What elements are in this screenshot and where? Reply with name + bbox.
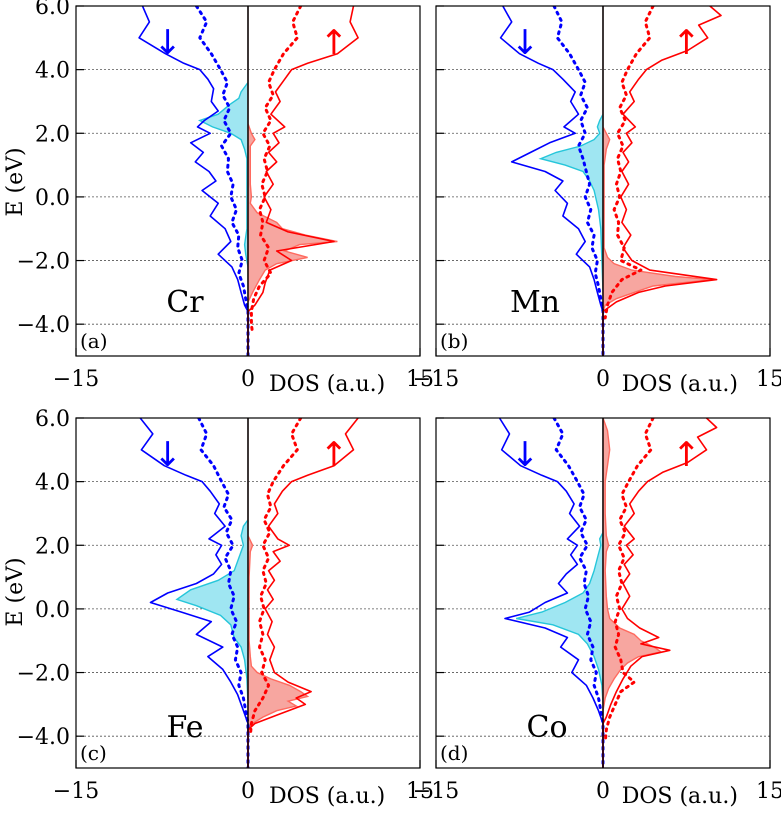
y-tick-label: 4.0 <box>35 471 70 496</box>
series-host-down <box>552 6 605 356</box>
plot-area <box>138 6 359 356</box>
element-label: Fe <box>167 710 204 745</box>
ylabel-bottom: E (eV) <box>3 557 28 626</box>
series-dopant-down <box>516 418 604 768</box>
series-total-up <box>602 6 722 356</box>
spin-down-arrow: ↓ <box>153 23 182 63</box>
x-tick-label: 15 <box>756 779 781 804</box>
x-tick-label: −15 <box>53 779 99 804</box>
element-label: Mn <box>510 285 560 320</box>
series-host-down <box>194 6 250 356</box>
y-tick-label: −4.0 <box>17 313 70 338</box>
x-tick-label: 0 <box>241 367 255 392</box>
y-tick-label: 6.0 <box>35 407 70 432</box>
y-tick-label: 4.0 <box>35 59 70 84</box>
element-label: Cr <box>166 285 204 320</box>
plot-area <box>499 6 722 356</box>
series-total-up <box>247 418 359 768</box>
panel-label: (a) <box>80 329 108 353</box>
spin-down-arrow: ↓ <box>511 23 540 63</box>
x-axis-title: DOS (a.u.) <box>269 784 385 809</box>
spin-up-arrow: ↑ <box>320 435 349 475</box>
y-tick-label: −4.0 <box>17 725 70 750</box>
series-dopant-down <box>175 418 249 768</box>
series-total-down <box>138 6 249 356</box>
x-tick-label: 15 <box>406 367 434 392</box>
y-tick-label: 2.0 <box>35 122 70 147</box>
x-tick-label: −15 <box>53 367 99 392</box>
x-axis-title: DOS (a.u.) <box>622 784 738 809</box>
panel-label: (b) <box>440 329 468 353</box>
panel-label: (d) <box>440 741 468 765</box>
series-dopant-up <box>247 418 310 768</box>
spin-up-arrow: ↑ <box>672 435 701 475</box>
x-tick-label: 15 <box>756 367 781 392</box>
panel-mn: −15 0 15 DOS (a.u.) ↓ ↑ Mn (b) <box>413 5 781 397</box>
panel-co: −15 0 15 DOS (a.u.) ↓ ↑ Co (d) <box>413 417 781 809</box>
series-total-up <box>602 418 718 768</box>
series-dopant-up <box>602 418 663 768</box>
series-dopant-down <box>538 6 604 356</box>
series-host-down <box>552 418 605 768</box>
series-dopant-down <box>197 6 249 356</box>
x-tick-label: 0 <box>596 367 610 392</box>
y-tick-label: 0.0 <box>35 186 70 211</box>
spin-down-arrow: ↓ <box>153 435 182 475</box>
spin-up-arrow: ↑ <box>672 23 701 63</box>
spin-up-arrow: ↑ <box>320 23 349 63</box>
y-tick-label: 2.0 <box>35 534 70 559</box>
x-tick-label: 15 <box>406 779 434 804</box>
x-axis-title: DOS (a.u.) <box>622 372 738 397</box>
x-tick-label: −15 <box>413 779 459 804</box>
series-total-down <box>139 418 249 768</box>
series-total-down <box>498 418 604 768</box>
y-tick-label: −2.0 <box>17 662 70 687</box>
x-axis-title: DOS (a.u.) <box>269 372 385 397</box>
plot-area <box>498 418 718 768</box>
element-label: Co <box>526 710 567 745</box>
x-tick-label: 0 <box>596 779 610 804</box>
x-tick-label: 0 <box>241 779 255 804</box>
series-total-down <box>499 6 604 356</box>
series-host-down <box>197 418 250 768</box>
plot-area <box>139 418 359 768</box>
series-dopant-up <box>602 6 713 356</box>
x-tick-label: −15 <box>413 367 459 392</box>
panel-fe: 6.0 4.0 2.0 0.0 −2.0 −4.0 −15 0 15 DOS (a.u.) ↓ ↑ Fe… <box>17 407 434 809</box>
ylabel-top: E (eV) <box>3 147 28 216</box>
series-host-up <box>249 6 303 336</box>
y-tick-label: −2.0 <box>17 250 70 275</box>
series-host-up <box>603 418 655 744</box>
series-host-up <box>603 6 655 320</box>
spin-down-arrow: ↓ <box>511 435 540 475</box>
panel-label: (c) <box>80 741 107 765</box>
y-tick-label: 6.0 <box>35 0 70 20</box>
panel-cr: 6.0 4.0 2.0 0.0 −2.0 −4.0 −15 0 15 DOS (a.u.) ↓ ↑ Cr… <box>17 0 434 397</box>
series-host-up <box>248 418 303 738</box>
y-tick-label: 0.0 <box>35 598 70 623</box>
